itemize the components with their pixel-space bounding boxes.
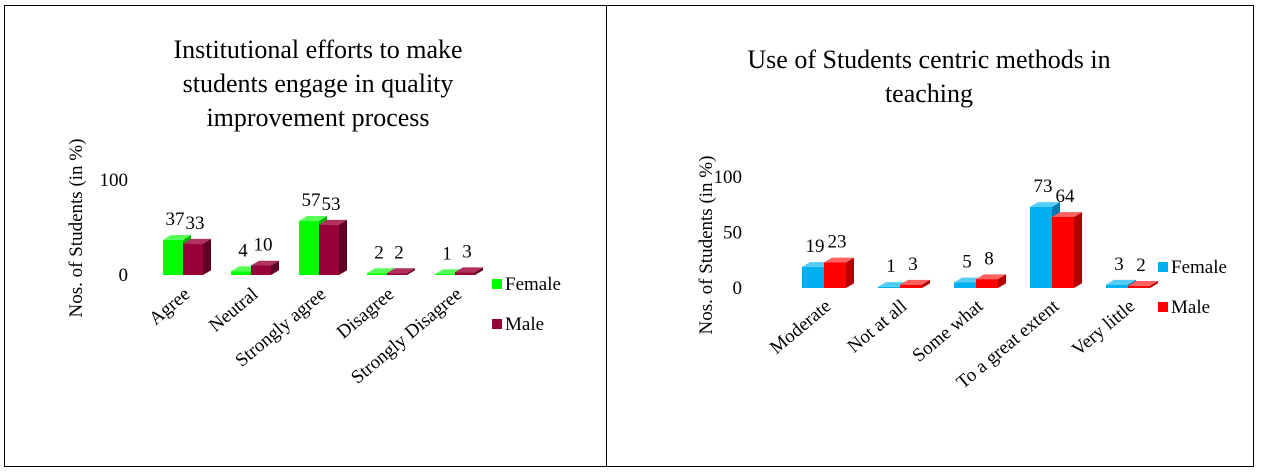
data-label: 3	[462, 241, 472, 262]
x-tick-label: Some what	[909, 295, 988, 366]
y-tick-label: 50	[723, 223, 742, 244]
bar-side	[271, 260, 279, 275]
legend-swatch	[492, 279, 502, 289]
legend-label: Male	[1171, 297, 1210, 318]
x-tick-label: Not at all	[844, 296, 912, 358]
bar-side	[407, 268, 415, 275]
panel-divider	[606, 5, 607, 467]
chart-title-line: teaching	[885, 79, 973, 108]
data-label: 3	[908, 254, 918, 275]
bar-top	[1128, 280, 1158, 286]
bar	[367, 273, 387, 275]
chart-title-line: improvement process	[206, 103, 429, 132]
chart-title-line: Use of Students centric methods in	[747, 45, 1110, 74]
bar-top	[900, 279, 930, 285]
bar-top	[251, 260, 279, 266]
bar	[319, 224, 339, 275]
bar	[1128, 285, 1150, 288]
y-axis-label: Nos. of Students (in %)	[66, 139, 87, 318]
legend-label: Female	[505, 274, 561, 295]
bar-side	[1150, 280, 1158, 288]
bar-top	[319, 219, 347, 225]
data-label: 4	[238, 240, 248, 261]
x-tick-label: Neutral	[205, 284, 262, 337]
data-label: 10	[254, 235, 273, 256]
y-tick-label: 100	[100, 170, 129, 191]
bar-top	[824, 257, 854, 263]
bar-top	[976, 274, 1006, 280]
y-tick-label: 0	[119, 265, 129, 286]
bar	[163, 239, 183, 275]
table-corner-mark	[607, 5, 621, 6]
x-tick-label: Disagree	[333, 284, 398, 343]
data-label: 23	[828, 232, 847, 253]
data-label: 2	[1136, 255, 1146, 276]
legend-swatch	[1158, 262, 1168, 272]
data-label: 64	[1056, 186, 1076, 207]
bar	[1106, 284, 1128, 288]
bar	[824, 262, 846, 288]
chart-2: Use of Students centric methods in teachi…	[696, 45, 1227, 393]
data-label: 2	[394, 242, 404, 263]
y-tick-label: 0	[733, 278, 743, 299]
bar	[900, 284, 922, 288]
bar-side	[203, 238, 211, 275]
bar	[183, 243, 203, 275]
y-axis-label: Nos. of Students (in %)	[696, 156, 717, 335]
data-label: 57	[302, 190, 321, 211]
bar-side	[1074, 212, 1082, 288]
data-label: 8	[984, 248, 994, 269]
x-tick-label: Moderate	[766, 296, 835, 359]
y-tick-label: 100	[714, 167, 743, 188]
bar-side	[846, 257, 854, 288]
bar-top	[299, 216, 327, 221]
bar-side	[998, 274, 1006, 288]
bar-top	[1106, 279, 1136, 285]
chart-title-line: Institutional efforts to make	[173, 35, 462, 64]
legend-label: Male	[505, 314, 544, 335]
bar	[802, 266, 824, 288]
bar-side	[922, 279, 930, 288]
bar-top	[455, 267, 483, 273]
data-label: 3	[1114, 254, 1124, 275]
data-label: 2	[374, 242, 384, 263]
bar	[455, 272, 475, 275]
bar	[299, 220, 319, 275]
bar-side	[339, 219, 347, 275]
data-label: 19	[806, 236, 825, 257]
bar	[251, 265, 271, 275]
bar-top	[387, 268, 415, 274]
legend-swatch	[492, 319, 502, 329]
x-tick-label: Very little	[1068, 296, 1139, 361]
bar-top	[1052, 212, 1082, 217]
chart-1: Institutional efforts to make students en…	[66, 35, 561, 388]
data-label: 33	[186, 213, 205, 234]
legend-label: Female	[1171, 257, 1227, 278]
bar	[954, 282, 976, 288]
data-label: 1	[442, 243, 452, 264]
data-label: 73	[1034, 176, 1053, 197]
bar-side	[475, 267, 483, 275]
bar-top	[367, 268, 395, 274]
x-tick-label: Agree	[145, 284, 194, 330]
bar	[231, 271, 251, 275]
bar	[878, 286, 900, 288]
bar	[387, 273, 407, 275]
data-label: 1	[886, 256, 896, 277]
bar-top	[1030, 202, 1060, 207]
data-label: 37	[166, 209, 185, 230]
bar	[1052, 216, 1074, 288]
legend-swatch	[1158, 302, 1168, 312]
bar-top	[163, 235, 191, 240]
bar-top	[183, 238, 211, 244]
bar	[976, 279, 998, 288]
data-label: 53	[322, 194, 341, 215]
bar	[1030, 206, 1052, 288]
bar	[435, 274, 455, 275]
data-label: 5	[962, 252, 972, 273]
chart-title-line: students engage in quality	[183, 69, 454, 98]
figure-frame	[4, 5, 1254, 467]
